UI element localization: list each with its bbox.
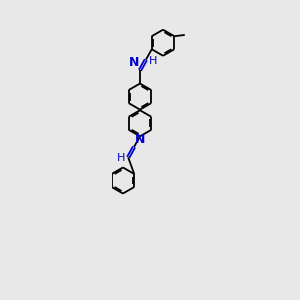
Text: N: N bbox=[128, 56, 139, 69]
Text: H: H bbox=[149, 56, 158, 66]
Text: H: H bbox=[117, 153, 125, 164]
Text: N: N bbox=[135, 133, 146, 146]
